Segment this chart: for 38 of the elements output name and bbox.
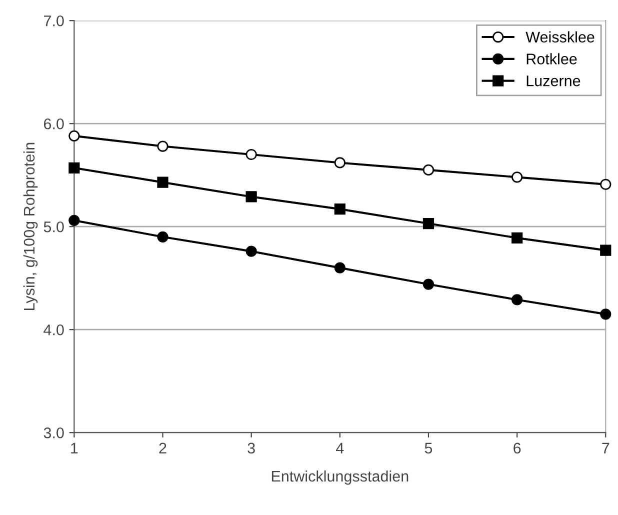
point — [68, 130, 80, 142]
point — [68, 162, 80, 174]
point — [246, 246, 257, 257]
legend-label: Luzerne — [526, 76, 580, 86]
y-tick-label: 4.0 — [44, 324, 64, 336]
point — [422, 164, 434, 176]
point — [68, 214, 80, 226]
x-tick-label: 4 — [336, 442, 344, 454]
point — [246, 148, 257, 160]
point — [600, 308, 612, 320]
point — [600, 244, 612, 256]
y-tick-label: 7.0 — [44, 15, 64, 26]
x-axis-title: Entwicklungsstadien — [272, 470, 408, 485]
point — [422, 278, 434, 290]
point — [157, 231, 168, 242]
point — [422, 218, 434, 230]
y-tick-label: 5.0 — [44, 221, 64, 232]
point — [157, 140, 168, 152]
legend-label: Rotklee — [526, 53, 577, 64]
x-tick-label: 3 — [248, 442, 255, 454]
point — [246, 191, 257, 202]
y-tick-label: 3.0 — [44, 427, 64, 438]
y-axis-title: Lysin, g/100g Rohprotein — [23, 142, 38, 310]
point — [600, 178, 612, 190]
x-tick-label: 2 — [159, 442, 166, 454]
x-tick-label: 6 — [514, 442, 521, 454]
point — [512, 232, 523, 244]
x-tick-label: 7 — [602, 442, 610, 454]
point — [157, 176, 168, 188]
point — [512, 172, 523, 183]
point — [334, 204, 346, 215]
point — [334, 262, 346, 274]
legend-label: Weissklee — [526, 31, 594, 43]
x-tick-label: 5 — [424, 442, 432, 454]
y-tick-label: 6.0 — [44, 118, 64, 130]
point — [512, 294, 523, 306]
point — [334, 157, 346, 168]
x-tick-label: 1 — [71, 442, 78, 454]
